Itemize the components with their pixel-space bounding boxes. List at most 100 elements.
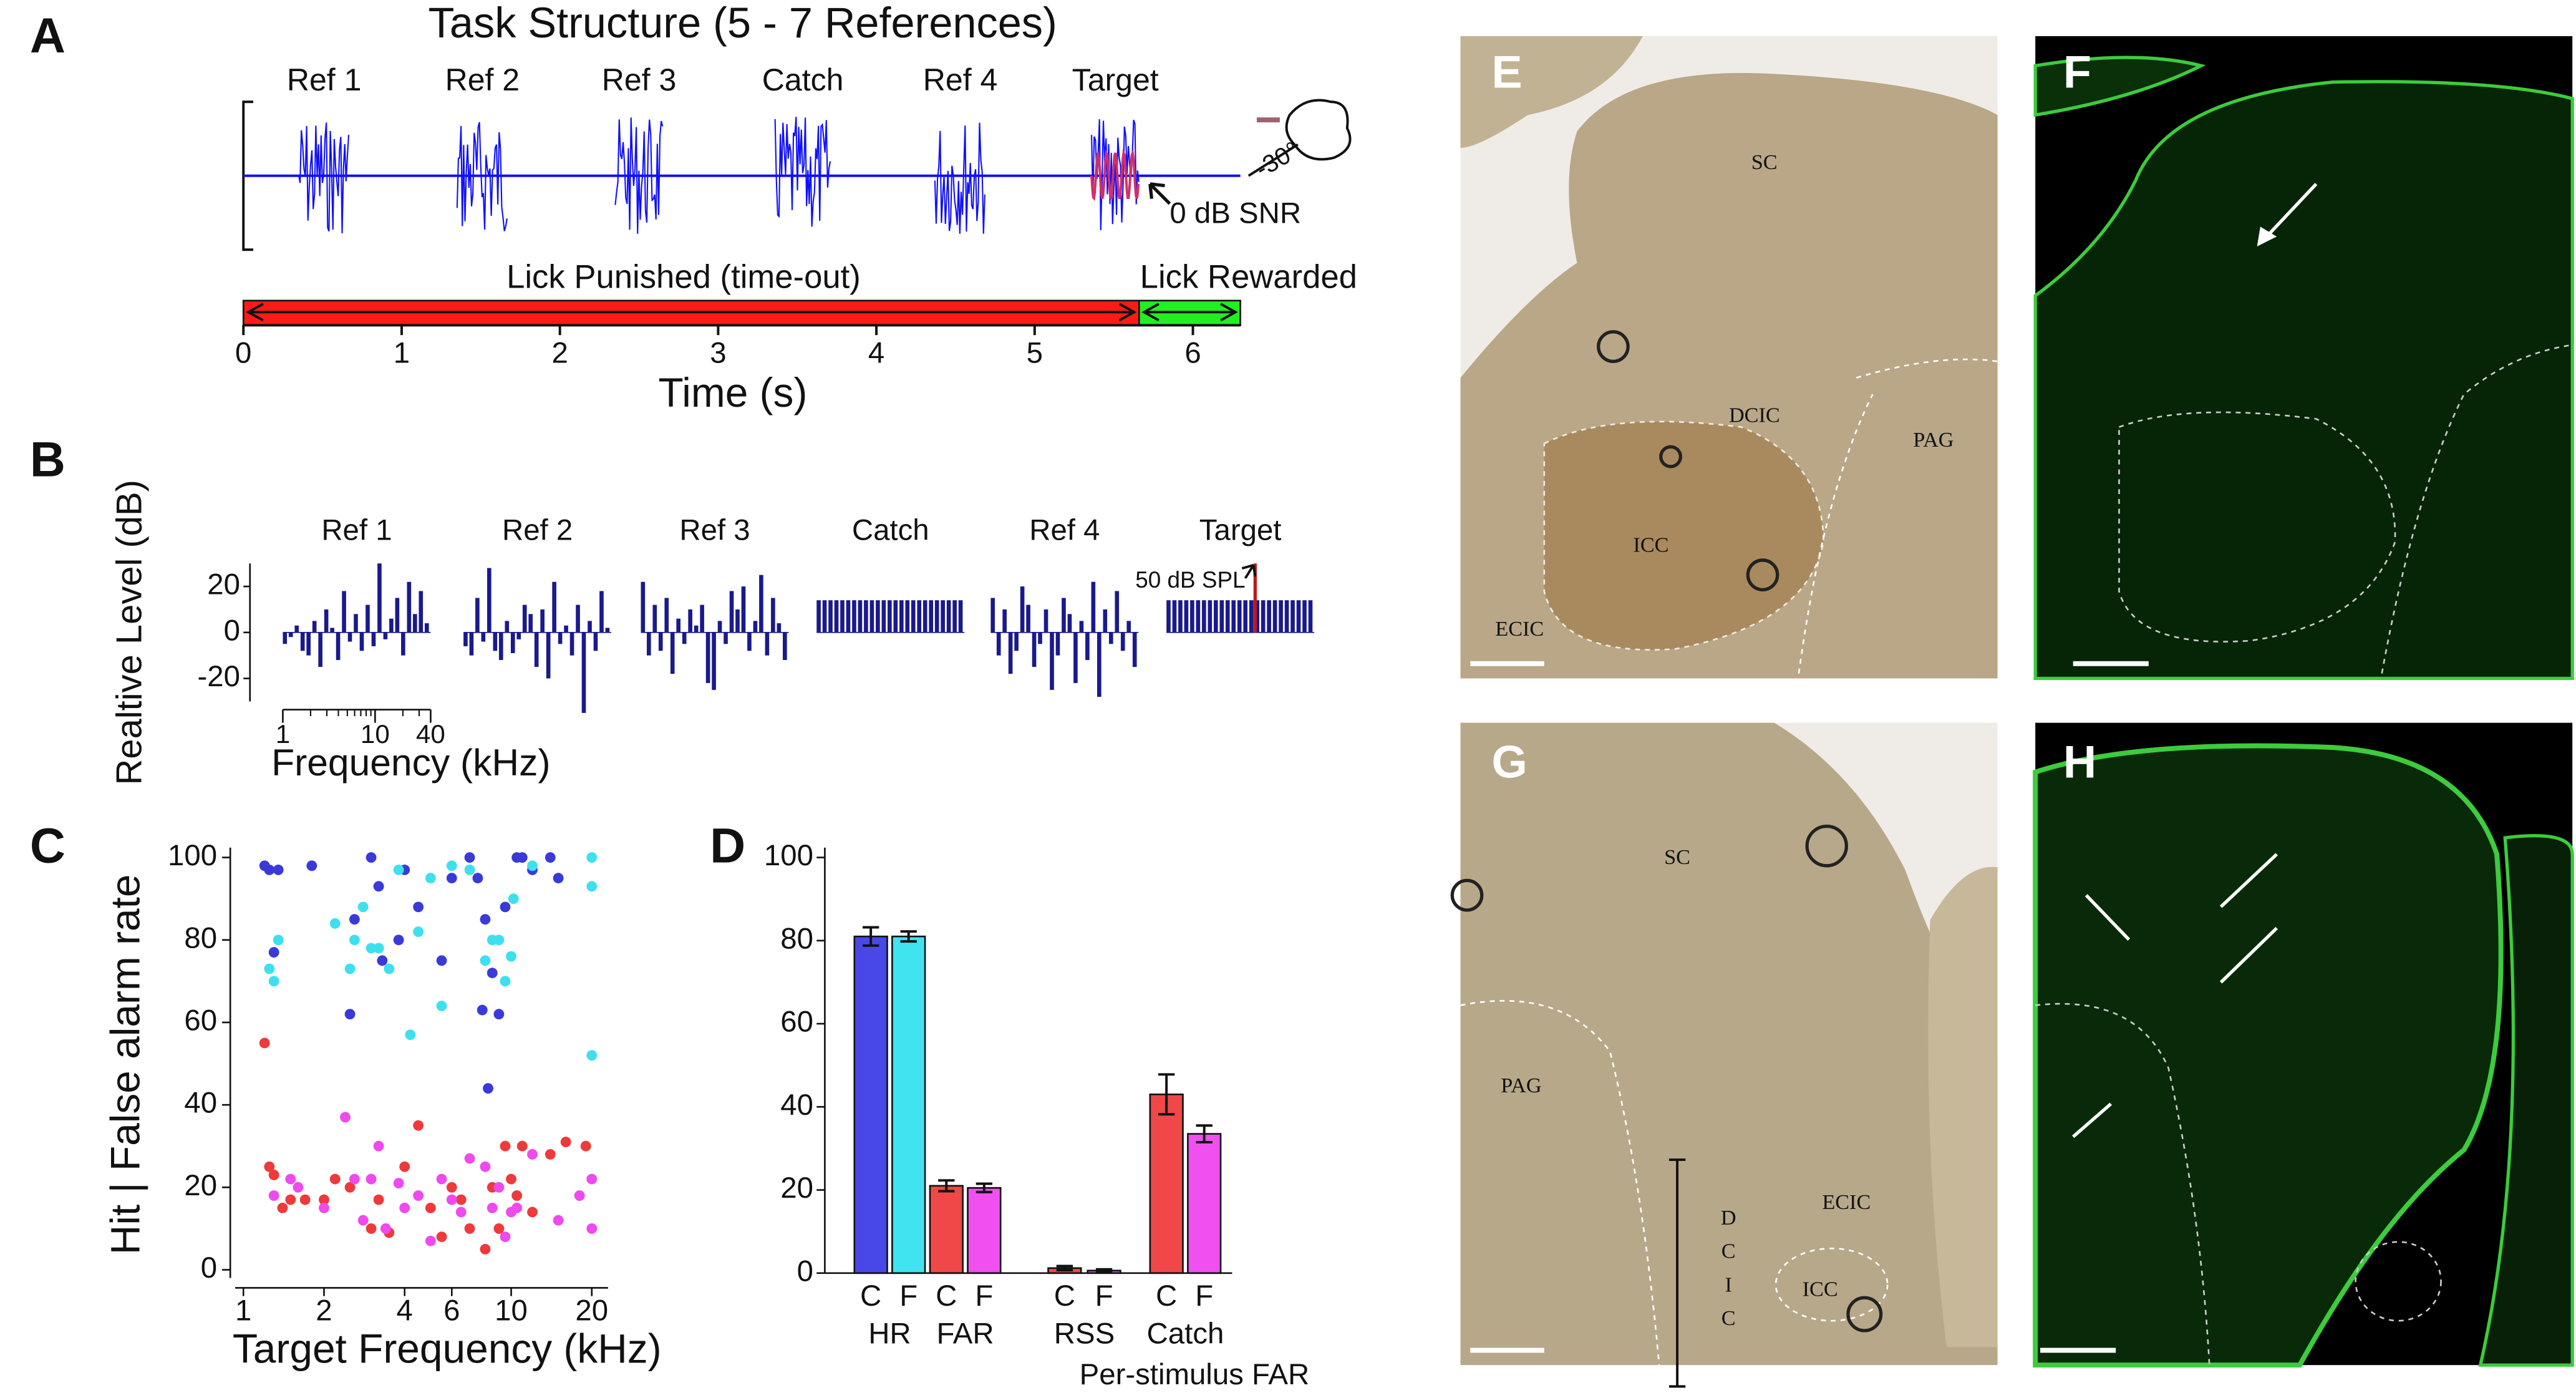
spectrum-bar	[1055, 632, 1060, 656]
region-label: SC	[1751, 150, 1778, 174]
spectrum-bar	[522, 604, 527, 633]
x-tick-label: C	[860, 1279, 881, 1313]
stimulus-burst	[774, 117, 831, 227]
point	[413, 926, 424, 937]
panel-letter: H	[2063, 736, 2096, 788]
y-tick-label: 20	[207, 568, 240, 601]
point	[586, 852, 598, 863]
point	[464, 852, 475, 863]
spectrum-bar	[828, 600, 833, 633]
point	[268, 1190, 279, 1201]
point	[366, 852, 377, 863]
y-tick-label: 20	[780, 1172, 813, 1205]
y-tick-label: 40	[780, 1089, 813, 1122]
group-label: HR	[868, 1317, 911, 1350]
y-tick-label: 0	[797, 1255, 813, 1288]
panel-title: Ref 1	[321, 514, 392, 547]
point	[377, 955, 388, 966]
spectrum-bar	[413, 614, 417, 633]
spectrum-bar	[534, 632, 539, 667]
point	[306, 860, 317, 871]
point	[586, 1223, 598, 1234]
point	[436, 1231, 447, 1243]
point	[580, 1140, 591, 1152]
point	[373, 1140, 384, 1152]
spectrum-bar	[354, 614, 358, 633]
point	[455, 1206, 467, 1218]
spectrum-bar	[1008, 632, 1013, 674]
spectrum-bar	[1166, 600, 1171, 633]
point	[380, 1223, 391, 1234]
point	[446, 1194, 457, 1205]
spectrum-bar	[516, 632, 521, 639]
spectrum-bar	[664, 598, 669, 633]
spectrum-bar	[893, 600, 898, 633]
spectrum-bar	[1103, 609, 1108, 633]
spectrum-bar	[682, 632, 687, 644]
spectrum-bar	[771, 598, 775, 633]
x-tick-label: 4	[397, 1294, 413, 1327]
point	[446, 1182, 457, 1193]
spectrum-bar	[1284, 600, 1289, 633]
point	[413, 1190, 424, 1201]
point	[393, 934, 404, 946]
panel-letter: E	[1492, 46, 1523, 98]
x-tick-label: 2	[316, 1294, 332, 1327]
spectrum-bar	[753, 621, 758, 633]
spectrum-bar	[505, 621, 510, 633]
spectrum-bar	[958, 600, 963, 633]
spectrum-bar	[646, 632, 651, 656]
spectrum-bar	[558, 632, 563, 644]
spectrum-bar	[1014, 632, 1019, 651]
spectrum-bar	[765, 632, 770, 656]
region-label: ECIC	[1822, 1190, 1871, 1214]
x-tick-label: 6	[1184, 336, 1201, 369]
spectrum-bar	[1190, 600, 1194, 633]
x-axis-label: Frequency (kHz)	[271, 741, 550, 784]
x-tick-label: 1	[276, 719, 290, 749]
panel-title: Ref 3	[679, 514, 750, 547]
spectrum-bar	[294, 625, 299, 633]
spectrum-bar	[463, 632, 468, 646]
spectrum-bar	[419, 591, 424, 633]
y-axis-label: Hit | False alarm rate	[102, 874, 148, 1255]
point	[413, 1120, 424, 1131]
panel-title: Ref 4	[1029, 514, 1100, 547]
bar	[891, 935, 926, 1274]
region-label: DCIC	[1717, 1206, 1740, 1340]
spectrum-bar	[569, 632, 574, 656]
spectrum-bar	[899, 600, 904, 633]
point	[399, 1161, 410, 1172]
spectrum-bar	[1249, 600, 1254, 633]
spectrum-bar	[777, 623, 782, 633]
panel-letter: C	[30, 817, 65, 873]
spectrum-bar	[389, 618, 394, 633]
x-tick-label: 1	[235, 1294, 251, 1327]
spectrum-bar	[469, 632, 474, 656]
error-bar	[938, 1179, 955, 1193]
x-tick-label: 6	[443, 1294, 460, 1327]
point	[344, 1009, 356, 1020]
panel-title: Target	[1199, 514, 1282, 547]
histology-g: G SC PAG ECIC ICC DCIC	[1450, 722, 1998, 1388]
spectrum-bar	[816, 600, 821, 633]
x-tick-label: 4	[868, 336, 884, 369]
point	[357, 1215, 369, 1226]
point	[384, 963, 395, 974]
spectrum-bar	[759, 575, 763, 633]
spectrum-bar	[1085, 632, 1090, 661]
point	[527, 1149, 538, 1160]
point	[553, 873, 564, 884]
spectrum-bar	[996, 632, 1001, 656]
spectrum-bar	[1231, 600, 1236, 633]
y-tick-label: 100	[764, 839, 813, 872]
x-tick-label: 10	[361, 719, 390, 749]
point	[527, 860, 538, 871]
x-tick-label: F	[975, 1279, 993, 1313]
spectrum-bar	[588, 621, 592, 633]
point	[493, 1223, 505, 1234]
spectrum-bar	[481, 632, 486, 642]
point	[500, 901, 511, 913]
y-tick-label: -20	[197, 660, 240, 693]
spectrum-bar	[1261, 600, 1266, 633]
